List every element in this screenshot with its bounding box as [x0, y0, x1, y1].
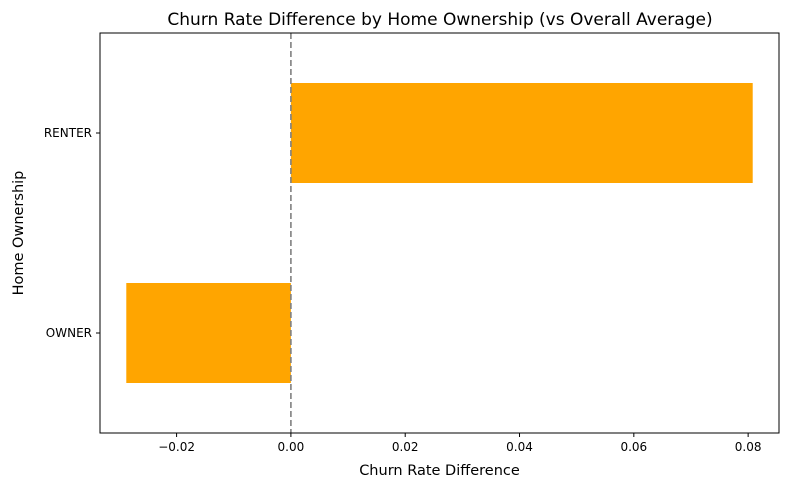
y-tick-label: OWNER: [46, 326, 92, 340]
bar-renter: [290, 83, 753, 183]
bar-owner: [126, 283, 291, 383]
plot-frame: [99, 32, 780, 434]
chart-title: Churn Rate Difference by Home Ownership …: [167, 10, 712, 30]
x-tick-label: 0.00: [278, 440, 305, 454]
plot-area: [126, 33, 753, 433]
x-tick-label: 0.06: [620, 440, 647, 454]
x-tick-label: 0.08: [735, 440, 762, 454]
y-axis-label: Home Ownership: [11, 171, 27, 296]
x-tick-label: 0.02: [392, 440, 419, 454]
x-axis-label: Churn Rate Difference: [359, 463, 520, 479]
x-tick-label: 0.04: [506, 440, 533, 454]
x-tick-label: −0.02: [158, 440, 195, 454]
y-tick-label: RENTER: [44, 126, 92, 140]
